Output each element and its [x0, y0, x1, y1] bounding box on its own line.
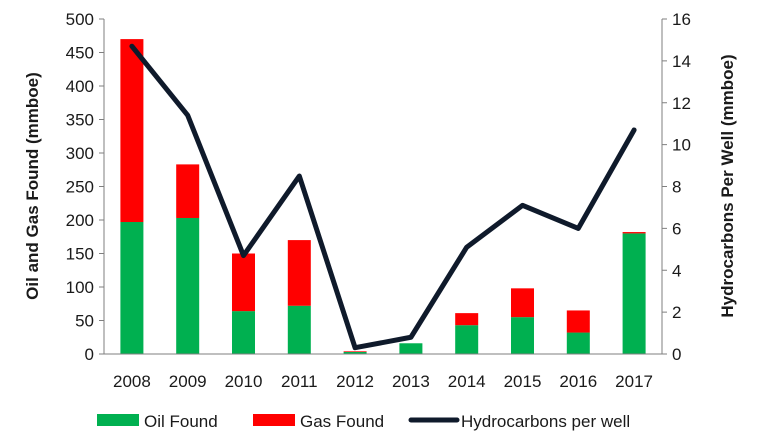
right-tick-label: 12 [672, 94, 691, 113]
left-tick-label: 300 [66, 144, 94, 163]
bar-gas-found-2008 [120, 39, 144, 223]
bar-oil-found-2009 [176, 217, 200, 354]
legend-label-oil-found: Oil Found [144, 412, 218, 431]
bar-oil-found-2014 [455, 325, 479, 354]
bar-oil-found-2010 [232, 311, 255, 354]
bar-gas-found-2016 [566, 310, 590, 333]
bar-oil-found-2015 [511, 317, 534, 354]
bar-oil-found-2016 [566, 332, 590, 354]
bar-oil-found-2013 [399, 343, 423, 354]
x-tick-label: 2015 [504, 372, 542, 391]
bar-gas-found-2009 [176, 164, 200, 218]
left-tick-label: 400 [66, 77, 94, 96]
bar-gas-found-2012 [343, 351, 367, 352]
x-tick-label: 2011 [281, 372, 318, 391]
right-tick-label: 10 [672, 136, 691, 155]
x-tick-label: 2012 [336, 372, 374, 391]
bar-gas-found-2017 [622, 232, 646, 234]
right-tick-label: 2 [672, 303, 681, 322]
right-tick-label: 16 [672, 10, 691, 29]
bar-oil-found-2017 [622, 233, 646, 354]
right-tick-label: 6 [672, 219, 681, 238]
right-tick-label: 14 [672, 52, 691, 71]
x-tick-label: 2010 [225, 372, 263, 391]
legend-swatch-gas-found [253, 414, 295, 426]
x-tick-label: 2013 [392, 372, 430, 391]
legend-label-gas-found: Gas Found [300, 412, 384, 431]
x-tick-label: 2009 [169, 372, 207, 391]
legend-label-hydrocarbons-per-well: Hydrocarbons per well [461, 412, 630, 431]
line-hydrocarbons-per-well [129, 43, 637, 351]
left-tick-label: 200 [66, 211, 94, 230]
bar-gas-found-2010 [232, 253, 255, 312]
bar-gas-found-2015 [511, 288, 534, 318]
right-tick-label: 4 [672, 261, 681, 280]
bar-gas-found-2014 [455, 313, 479, 326]
bar-oil-found-2012 [343, 351, 367, 354]
right-tick-label: 0 [672, 345, 681, 364]
x-tick-label: 2016 [559, 372, 597, 391]
x-tick-label: 2017 [615, 372, 653, 391]
bar-gas-found-2011 [287, 240, 311, 306]
x-tick-label: 2008 [113, 372, 151, 391]
left-tick-label: 450 [66, 44, 94, 63]
x-tick-label: 2014 [448, 372, 486, 391]
left-tick-label: 250 [66, 178, 94, 197]
legend-swatch-oil-found [97, 414, 139, 426]
left-tick-label: 100 [66, 278, 94, 297]
left-tick-label: 150 [66, 245, 94, 264]
bars-layer [120, 39, 646, 354]
left-tick-label: 350 [66, 111, 94, 130]
line-layer [129, 43, 637, 351]
ticks-layer: 0 50 100 150 200 250 300 350 400 450 500 0 2 4 6 8 10 12 1… [66, 10, 691, 391]
left-tick-label: 50 [75, 312, 94, 331]
left-axis-title: Oil and Gas Found (mmboe) [23, 72, 42, 300]
bar-oil-found-2011 [287, 305, 311, 354]
right-axis-title: Hydrocarbons Per Well (mmboe) [718, 54, 737, 317]
right-tick-label: 8 [672, 178, 681, 197]
left-tick-label: 0 [85, 345, 94, 364]
legend: Oil Found Gas Found Hydrocarbons per well [97, 412, 630, 431]
left-tick-label: 500 [66, 10, 94, 29]
bar-oil-found-2008 [120, 222, 144, 354]
